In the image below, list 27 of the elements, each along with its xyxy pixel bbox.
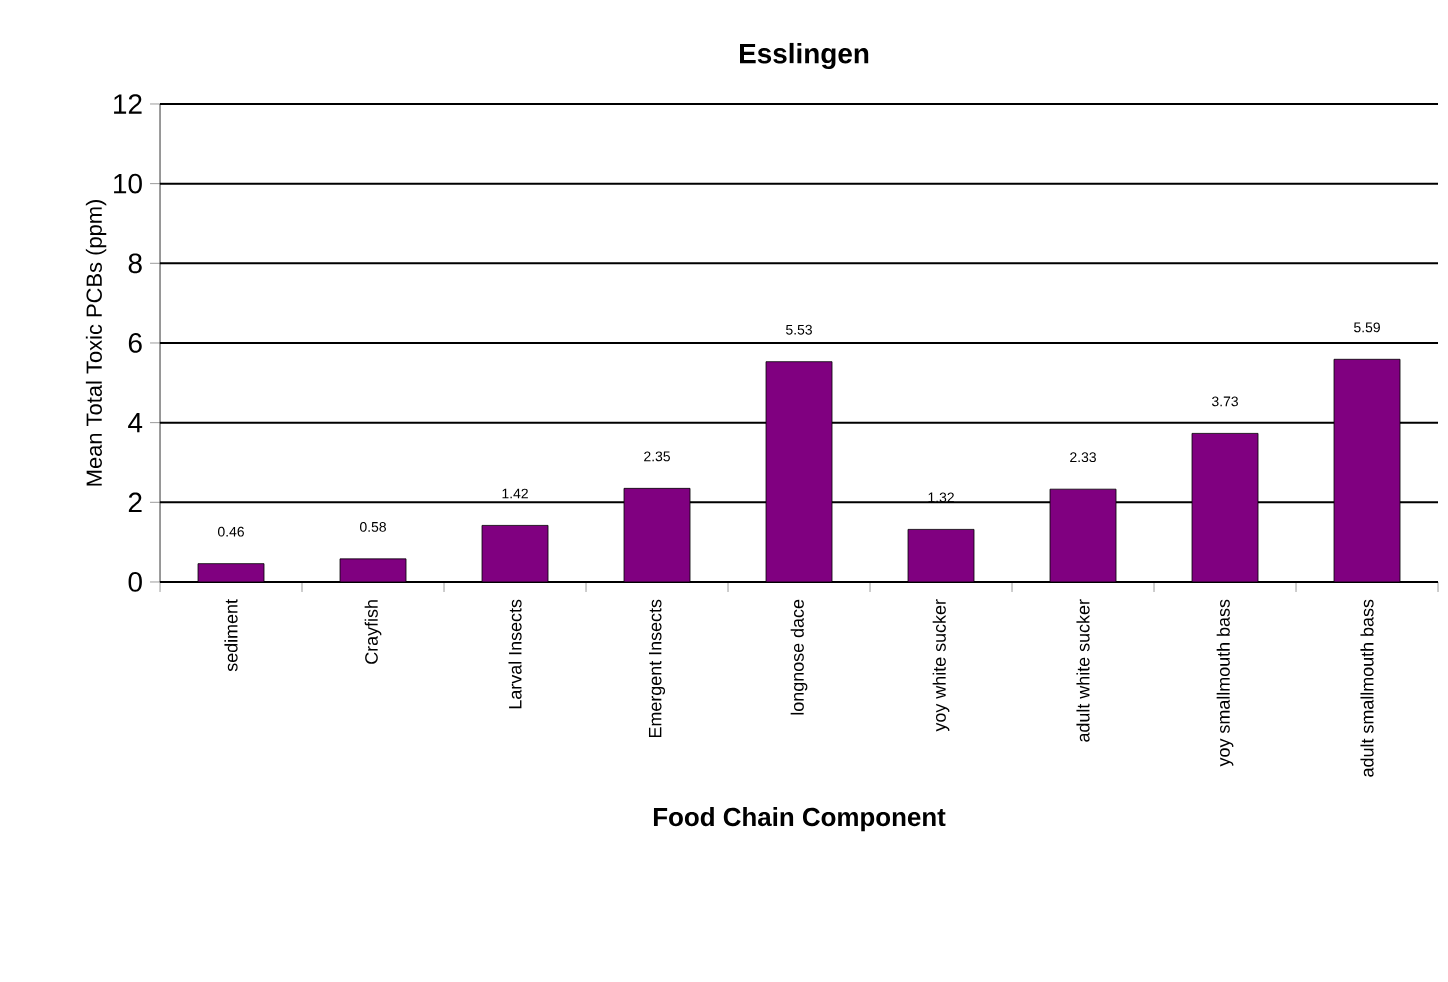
bar [907, 528, 975, 582]
x-tick-label: adult white sucker [1076, 599, 1090, 742]
y-tick-label: 4 [128, 413, 143, 433]
bar [198, 563, 265, 582]
y-axis-title: Mean Total Toxic PCBs (ppm) [85, 200, 107, 486]
x-tick-label: adult smallmouth bass [1360, 599, 1374, 777]
bar [1333, 358, 1401, 582]
x-tick-label: longnose dace [790, 599, 808, 715]
x-tick-label: sediment [224, 599, 238, 672]
chart-title: Esslingen [740, 42, 869, 70]
bar [765, 361, 833, 582]
x-tick-label: yoy white sucker [932, 599, 950, 732]
bar [1191, 432, 1259, 582]
x-axis-title: Food Chain Component [653, 807, 946, 832]
bar [623, 487, 691, 582]
y-tick-label: 2 [128, 492, 142, 513]
x-tick-label: Emergent Insects [648, 599, 666, 738]
x-tick-label: yoy smallmouth bass [1216, 599, 1234, 767]
y-tick-label: 12 [114, 94, 142, 114]
x-tick-label: Larval Insects [508, 599, 522, 709]
y-tick-label: 0 [128, 572, 142, 592]
bar [481, 525, 549, 582]
y-tick-label: 10 [114, 173, 142, 194]
y-tick-label: 8 [128, 253, 142, 274]
bar [1049, 488, 1117, 582]
x-tick-label: Crayfish [364, 600, 382, 664]
y-tick-label: 6 [128, 333, 142, 353]
